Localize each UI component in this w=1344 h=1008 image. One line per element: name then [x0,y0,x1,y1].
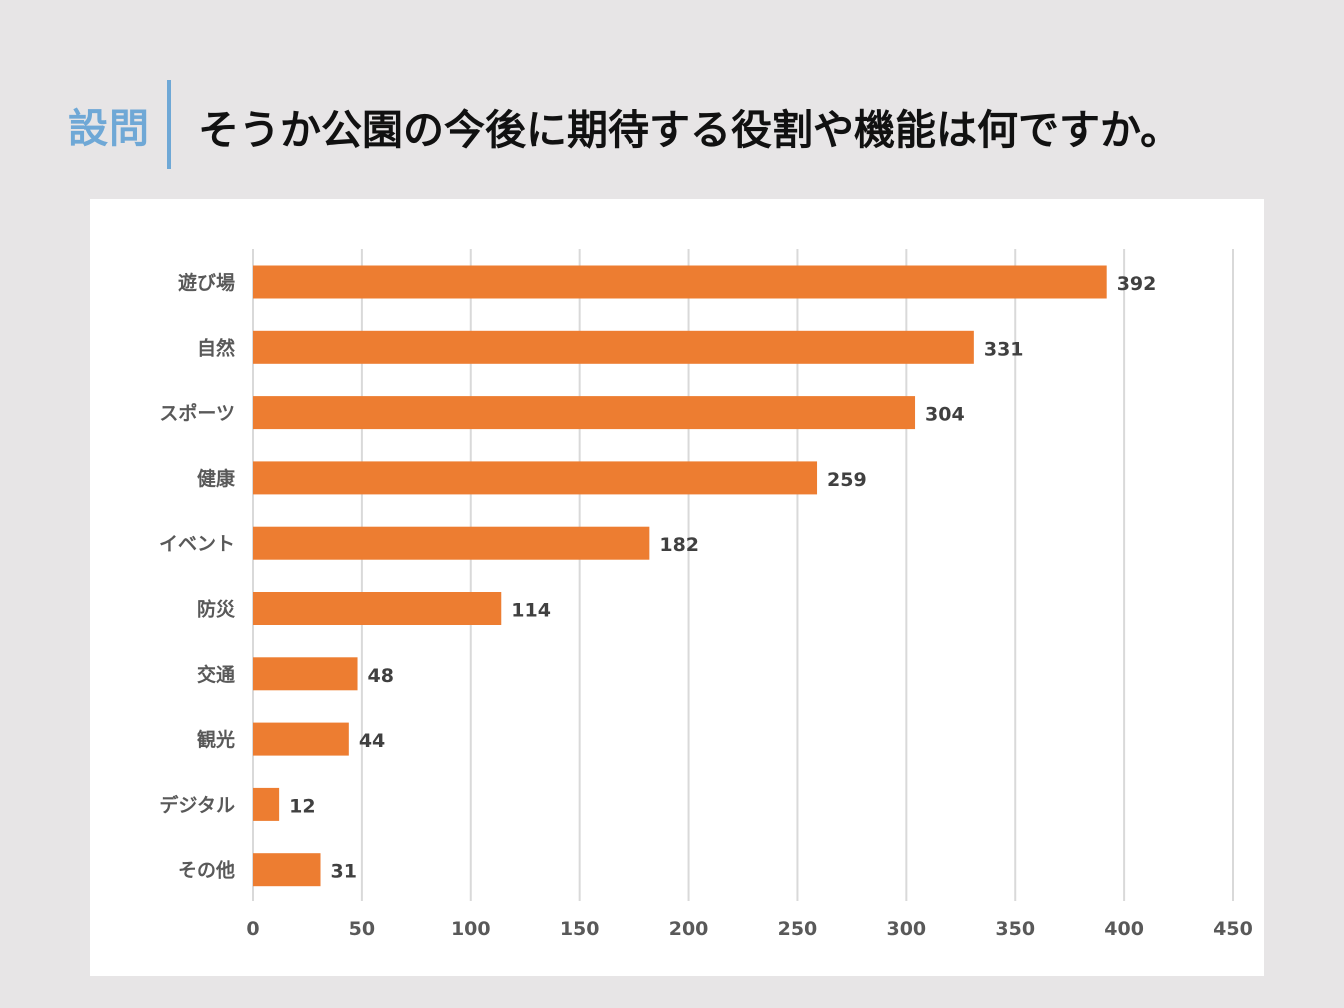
data-label: 31 [331,861,357,883]
bar-7 [253,657,358,691]
bar-2 [253,330,974,364]
bar-6 [253,592,502,625]
x-tick-label: 200 [669,918,709,940]
category-label: デジタル [159,793,235,816]
bar-chart: 0 50 100 150 200 250 300 350 400 450 遊び場 392 自然 331 スポ… [159,249,1253,940]
category-label: 自然 [197,336,235,359]
bar-9 [253,787,280,821]
category-label: 防災 [197,598,236,621]
bar-10 [253,853,321,887]
bar-4 [253,461,818,495]
data-label: 44 [359,730,385,752]
data-label: 12 [289,795,315,817]
data-label: 331 [984,338,1024,360]
data-label: 182 [659,534,699,556]
category-label: 交通 [197,663,236,686]
x-tick-label: 250 [778,918,818,940]
category-label: 遊び場 [178,271,235,294]
x-tick-label: 450 [1213,918,1253,940]
x-tick-label: 400 [1104,918,1144,940]
question-title: そうか公園の今後に期待する役割や機能は何ですか。 [198,106,1182,154]
bar-8 [253,722,349,756]
x-tick-label: 300 [886,918,926,940]
data-label: 392 [1117,273,1157,295]
x-tick-label: 50 [349,918,375,940]
x-tick-label: 150 [560,918,600,940]
data-label: 304 [925,404,965,426]
bar-1 [253,265,1107,299]
category-label: スポーツ [159,402,235,425]
bar-5 [253,526,650,560]
category-label: その他 [178,859,235,882]
category-label: 観光 [197,728,235,751]
title-divider [167,80,171,169]
bar-3 [253,396,916,430]
data-label: 259 [827,469,867,491]
x-tick-label: 350 [995,918,1035,940]
question-label: 設問 [68,106,150,152]
data-label: 114 [511,600,551,622]
category-label: 健康 [197,467,236,490]
category-label: イベント [159,533,235,555]
data-label: 48 [368,665,394,687]
x-tick-label: 100 [451,918,491,940]
x-tick-label: 0 [246,918,259,940]
chart-panel: 0 50 100 150 200 250 300 350 400 450 遊び場 392 自然 331 スポ… [90,199,1264,976]
